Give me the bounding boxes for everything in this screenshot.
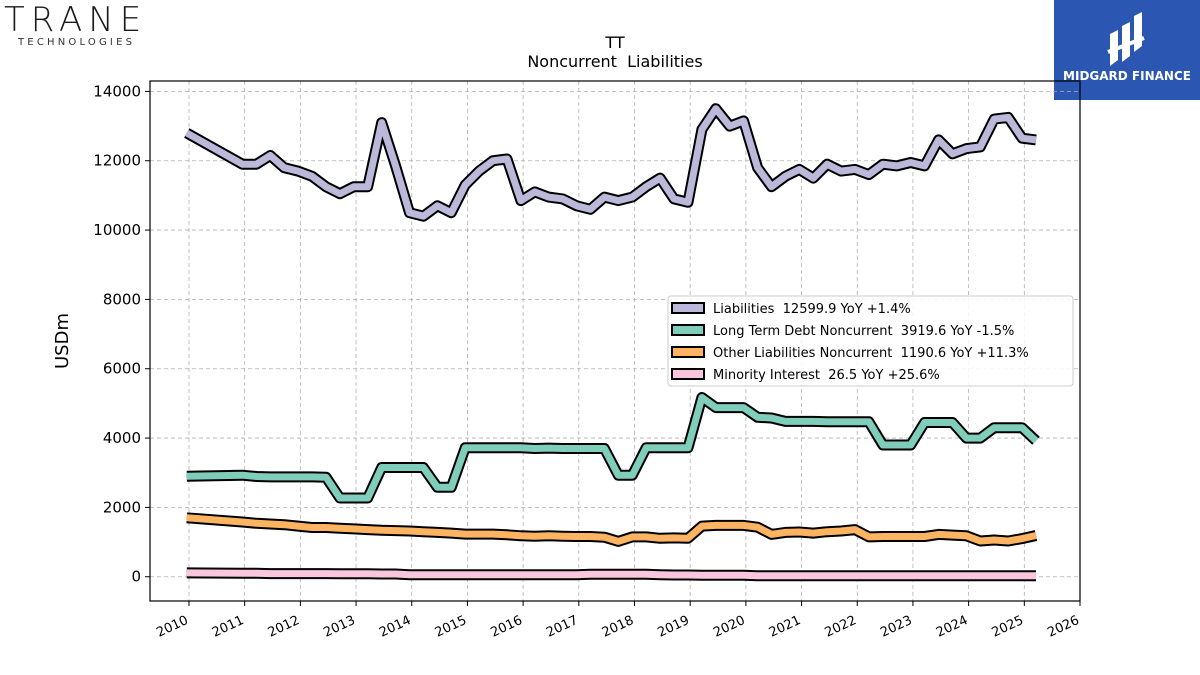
legend-swatch xyxy=(671,324,705,336)
trane-logo-wordmark: TRANE xyxy=(4,0,148,40)
series-line xyxy=(186,569,1036,580)
midgard-finance-logo: MIDGARD FINANCE xyxy=(1054,0,1200,100)
series-line xyxy=(186,514,1037,545)
plot-frame xyxy=(149,80,1081,602)
x-tick-label: 2017 xyxy=(544,613,580,641)
series-line xyxy=(186,394,1039,502)
x-tick-label: 2022 xyxy=(823,613,859,641)
series-line xyxy=(185,105,1037,220)
y-tick-label: 6000 xyxy=(103,360,141,378)
legend-swatch xyxy=(671,346,705,358)
x-tick-label: 2021 xyxy=(767,613,803,641)
y-tick-label: 12000 xyxy=(93,152,141,170)
x-tick-label: 2018 xyxy=(600,613,636,641)
y-tick-label: 8000 xyxy=(103,290,141,308)
series-minority-interest xyxy=(186,567,1036,582)
midgard-logo-text: MIDGARD FINANCE xyxy=(1063,69,1191,83)
x-tick-label: 2023 xyxy=(878,613,914,641)
series-other-liabilities-noncurrent xyxy=(186,512,1038,547)
series-long-term-debt-noncurrent xyxy=(186,392,1040,504)
y-tick-label: 2000 xyxy=(103,498,141,516)
series-liabilities xyxy=(184,103,1037,222)
x-tick-label: 2016 xyxy=(488,613,524,641)
y-axis-label: USDm xyxy=(52,313,73,369)
chart-title: TT xyxy=(604,33,624,52)
legend-entry-label: Liabilities 12599.9 YoY +1.4% xyxy=(713,302,911,317)
y-axis: 0 2000 4000 6000 8000 10000 12000 14000 xyxy=(93,82,150,586)
x-tick-label: 2024 xyxy=(934,613,970,641)
y-tick-label: 4000 xyxy=(103,429,141,447)
trane-logo: TRANE TECHNOLOGIES xyxy=(0,0,170,55)
legend-swatch xyxy=(671,302,705,314)
y-tick-label: 10000 xyxy=(93,221,141,239)
legend: Liabilities 12599.9 YoY +1.4% Long Term D… xyxy=(667,295,1074,387)
legend-entry-label: Long Term Debt Noncurrent 3919.6 YoY -1.… xyxy=(713,324,1014,339)
x-tick-label: 2012 xyxy=(266,613,302,641)
x-axis: 2010 2011 2012 2013 2014 2015 2016 2017 2018 2019… xyxy=(154,601,1082,641)
y-tick-label: 0 xyxy=(131,568,141,586)
legend-entry-label: Minority Interest 26.5 YoY +25.6% xyxy=(713,368,940,383)
x-tick-label: 2014 xyxy=(377,613,413,641)
legend-box xyxy=(667,295,1074,387)
legend-swatch xyxy=(671,368,705,380)
x-tick-label: 2025 xyxy=(990,613,1026,641)
series-layer xyxy=(184,103,1040,582)
x-tick-label: 2026 xyxy=(1045,613,1081,641)
x-tick-label: 2020 xyxy=(711,613,747,641)
legend-entry-label: Other Liabilities Noncurrent 1190.6 YoY … xyxy=(713,346,1029,361)
x-tick-label: 2013 xyxy=(321,613,357,641)
midgard-emblem-icon xyxy=(1107,12,1145,66)
x-tick-label: 2010 xyxy=(154,613,190,641)
trane-logo-subtitle: TECHNOLOGIES xyxy=(18,37,136,48)
y-tick-label: 14000 xyxy=(93,82,141,100)
x-tick-label: 2011 xyxy=(210,613,246,641)
chart-subtitle: Noncurrent Liabilities xyxy=(527,52,702,71)
x-tick-label: 2019 xyxy=(656,613,692,641)
x-tick-label: 2015 xyxy=(433,613,469,641)
